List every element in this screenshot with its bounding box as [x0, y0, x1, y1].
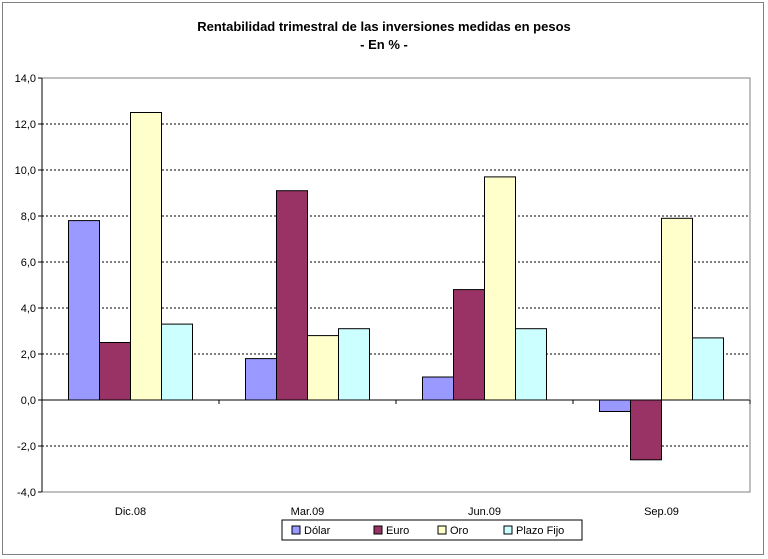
y-tick-label: 2,0 [21, 349, 36, 361]
bar-oro-mar-09 [307, 335, 339, 401]
y-tick-label: 4,0 [21, 303, 36, 315]
y-tick-label: 6,0 [21, 257, 36, 269]
legend-swatch [291, 525, 301, 535]
chart-title-block: Rentabilidad trimestral de las inversion… [0, 18, 768, 54]
bar-dólar-sep-09 [599, 399, 631, 412]
y-tick-label: 12,0 [15, 119, 36, 131]
legend-label: Euro [386, 525, 409, 537]
y-tick-label: -2,0 [17, 441, 36, 453]
y-tick-label: 14,0 [15, 73, 36, 85]
chart-title: Rentabilidad trimestral de las inversion… [197, 19, 571, 34]
x-tick-label: Jun.09 [468, 506, 501, 518]
legend-box [281, 519, 583, 541]
y-tick-label: 10,0 [15, 165, 36, 177]
chart-subtitle: - En % - [360, 37, 408, 52]
x-tick-label: Sep.09 [644, 506, 679, 518]
bar-euro-sep-09 [630, 399, 662, 461]
bar-euro-jun-09 [453, 289, 485, 401]
bar-plazo-fijo-mar-09 [338, 328, 370, 401]
bar-plazo-fijo-dic-08 [161, 323, 193, 401]
y-tick-label: 8,0 [21, 211, 36, 223]
legend-swatch [503, 525, 513, 535]
bar-euro-mar-09 [276, 190, 308, 401]
bar-oro-sep-09 [661, 217, 693, 401]
legend-swatch [373, 525, 383, 535]
legend-label: Plazo Fijo [516, 525, 564, 537]
legend-swatch [437, 525, 447, 535]
bar-dólar-jun-09 [422, 376, 454, 401]
bar-plazo-fijo-sep-09 [692, 337, 724, 401]
x-tick-label: Mar.09 [291, 506, 325, 518]
y-tick-label: 0,0 [21, 395, 36, 407]
bar-dólar-dic-08 [68, 220, 100, 401]
bar-oro-jun-09 [484, 176, 516, 401]
bar-euro-dic-08 [99, 342, 131, 401]
legend-label: Dólar [304, 525, 331, 537]
bar-oro-dic-08 [130, 112, 162, 401]
legend-label: Oro [450, 525, 468, 537]
y-tick-label: -4,0 [17, 487, 36, 499]
bar-dólar-mar-09 [245, 358, 277, 401]
bar-plazo-fijo-jun-09 [515, 328, 547, 401]
x-tick-label: Dic.08 [115, 506, 146, 518]
